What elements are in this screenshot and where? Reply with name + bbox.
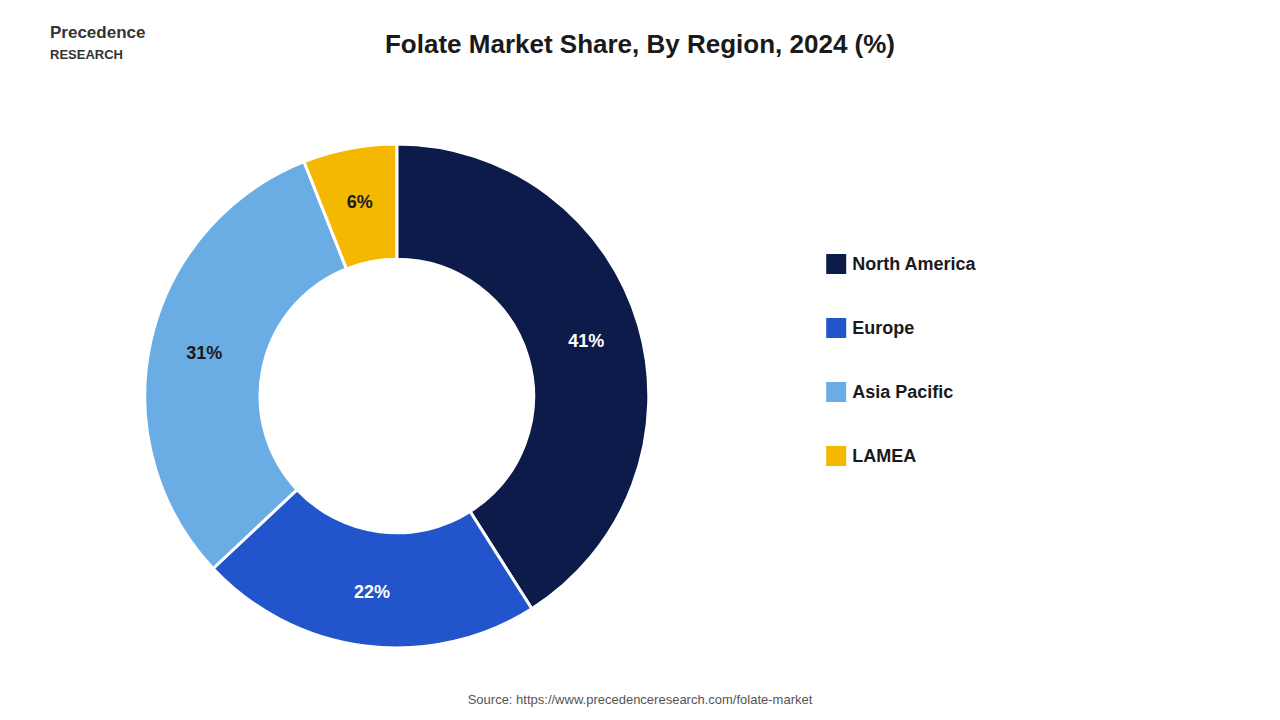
- svg-text:Folate Market Share, By Region: Folate Market Share, By Region, 2024 (%): [385, 29, 895, 59]
- svg-text:North America: North America: [852, 254, 976, 274]
- svg-text:Source: https://www.precedence: Source: https://www.precedenceresearch.c…: [468, 692, 813, 707]
- svg-text:22%: 22%: [354, 582, 390, 602]
- svg-text:Europe: Europe: [852, 318, 914, 338]
- svg-text:41%: 41%: [568, 331, 604, 351]
- svg-text:RESEARCH: RESEARCH: [50, 47, 123, 62]
- svg-text:6%: 6%: [347, 192, 373, 212]
- svg-text:Asia Pacific: Asia Pacific: [852, 382, 953, 402]
- svg-text:Precedence: Precedence: [50, 23, 145, 42]
- svg-text:LAMEA: LAMEA: [852, 446, 916, 466]
- svg-text:31%: 31%: [186, 343, 222, 363]
